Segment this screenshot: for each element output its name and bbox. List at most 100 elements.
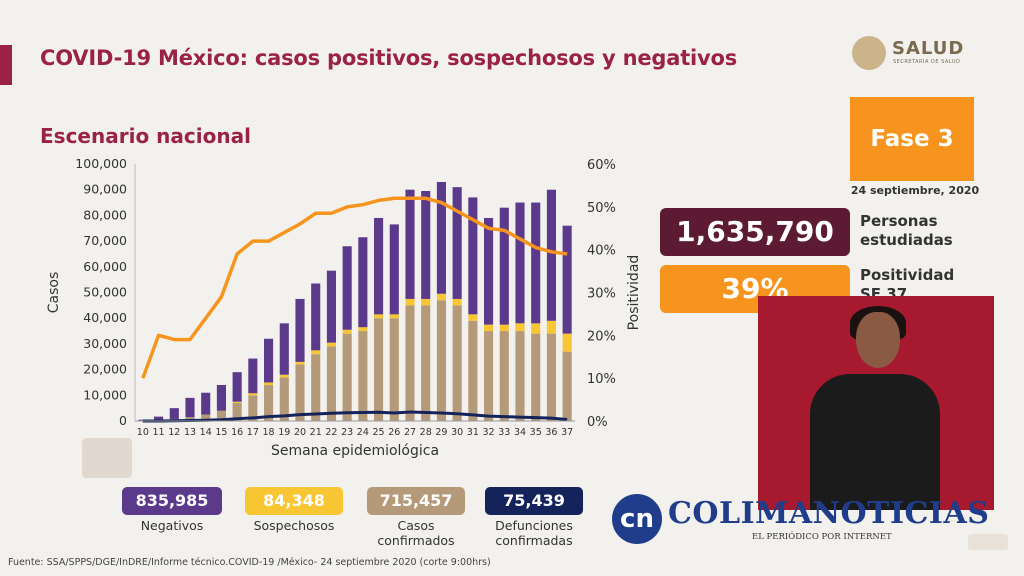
- personas-label-line1: Personas: [860, 212, 938, 230]
- bar-negativos: [169, 408, 179, 419]
- x-tick-label: 21: [310, 427, 322, 438]
- bar-sospechosos: [562, 333, 572, 352]
- x-axis-label: Semana epidemiológica: [271, 443, 439, 459]
- positividad-line: [141, 196, 568, 379]
- chart-subtitle: Escenario nacional: [40, 124, 251, 148]
- x-tick-label: 17: [247, 427, 259, 438]
- x-tick-label: 14: [200, 427, 212, 438]
- bar-negativos: [436, 181, 446, 294]
- bar-confirmados: [468, 320, 478, 421]
- bar-sospechosos: [421, 298, 431, 306]
- bar-sospechosos: [358, 327, 368, 332]
- watermark-logo-icon: cn: [612, 494, 662, 544]
- bar-negativos: [311, 283, 321, 351]
- bar-negativos: [405, 189, 415, 299]
- bar-negativos: [562, 225, 572, 334]
- cases-chart: 10 11 12 13 14 15 16 17 18 19 20 21 22 23 24 25 26 27 28 29…: [46, 156, 642, 459]
- bar-sospechosos: [436, 293, 446, 301]
- accent-bar: [0, 45, 12, 85]
- bar-negativos: [154, 416, 164, 420]
- y2-tick-label: 0%: [587, 415, 608, 430]
- bar-negativos: [452, 187, 462, 299]
- bar-negativos: [264, 338, 274, 383]
- bar-confirmados: [374, 318, 384, 421]
- x-tick-label: 29: [435, 427, 447, 438]
- personas-label-line2: estudiadas: [860, 231, 953, 249]
- colimanoticias-watermark: cn COLIMANOTICIAS EL PERIÓDICO POR INTER…: [612, 494, 989, 550]
- bar-sospechosos: [248, 393, 258, 396]
- x-tick-label: 36: [545, 427, 557, 438]
- bar-negativos: [279, 323, 289, 375]
- x-tick-label: 18: [263, 427, 275, 438]
- confirmados-label: Casos confirmados: [377, 518, 455, 548]
- bar-negativos: [374, 217, 384, 315]
- bar-sospechosos: [232, 401, 242, 404]
- x-tick-label: 13: [184, 427, 196, 438]
- bar-sospechosos: [452, 298, 462, 306]
- bar-sospechosos: [515, 323, 525, 332]
- bar-confirmados: [311, 354, 321, 421]
- bar-negativos: [201, 392, 211, 415]
- y2-tick-label: 30%: [587, 287, 616, 302]
- bar-sospechosos: [405, 298, 415, 306]
- x-tick-label: 27: [404, 427, 416, 438]
- report-date: 24 septiembre, 2020: [850, 184, 980, 197]
- bar-negativos: [248, 358, 258, 394]
- defunciones-line: [142, 410, 568, 423]
- y2-tick-label: 10%: [587, 372, 616, 387]
- bar-negativos: [531, 202, 541, 324]
- bar-negativos: [326, 270, 336, 343]
- seal-icon: [852, 36, 886, 70]
- logo-subtext: SECRETARÍA DE SALUD: [893, 59, 961, 65]
- personas-value: 1,635,790: [660, 208, 850, 256]
- y-tick-label: 70,000: [83, 233, 127, 248]
- x-tick-label: 12: [168, 427, 180, 438]
- x-tick-label: 16: [231, 427, 243, 438]
- bar-confirmados: [216, 410, 226, 421]
- x-tick-label: 19: [278, 427, 290, 438]
- y2-axis-label: Positividad: [626, 255, 642, 331]
- hospital-illustration: [82, 438, 132, 478]
- bar-sospechosos: [484, 324, 494, 332]
- logo-text: SALUD: [892, 38, 965, 59]
- x-tick-label: 30: [451, 427, 463, 438]
- x-tick-label: 20: [294, 427, 306, 438]
- bar-confirmados: [531, 333, 541, 421]
- sign-language-interpreter: [758, 296, 994, 510]
- x-tick-label: 15: [215, 427, 227, 438]
- defunciones-value: 75,439: [485, 487, 583, 515]
- bar-negativos: [216, 385, 226, 411]
- x-tick-label: 10: [137, 427, 149, 438]
- negativos-label: Negativos: [140, 518, 204, 533]
- y-tick-label: 90,000: [83, 182, 127, 197]
- bar-negativos: [295, 298, 305, 362]
- x-tick-label: 33: [498, 427, 510, 438]
- bar-negativos: [546, 189, 556, 321]
- bar-confirmados: [279, 377, 289, 421]
- x-tick-label: 25: [373, 427, 385, 438]
- salud-logo: SALUD SECRETARÍA DE SALUD: [852, 36, 982, 70]
- positividad-label: Positividad SE 37: [860, 266, 1000, 296]
- y2-tick-label: 50%: [587, 201, 616, 216]
- defunciones-label: Defunciones confirmadas: [495, 518, 573, 548]
- x-tick-label: 32: [483, 427, 495, 438]
- y2-tick-label: 20%: [587, 329, 616, 344]
- interpreter-head: [856, 312, 900, 368]
- y2-tick-label: 40%: [587, 244, 616, 259]
- phase-badge: Fase 3: [850, 97, 974, 181]
- positividad-value: 39%: [660, 265, 850, 313]
- bar-confirmados: [452, 305, 462, 421]
- sospechosos-label: Sospechosos: [253, 518, 335, 533]
- bar-confirmados: [515, 331, 525, 421]
- bar-sospechosos: [499, 324, 509, 332]
- x-tick-label: 37: [561, 427, 573, 438]
- x-tick-label: 28: [420, 427, 432, 438]
- bar-confirmados: [342, 333, 352, 421]
- bar-confirmados: [484, 331, 494, 421]
- interpreter-body: [810, 374, 940, 510]
- bar-negativos: [389, 224, 399, 315]
- negativos-value: 835,985: [122, 487, 222, 515]
- y-tick-label: 100,000: [75, 156, 127, 171]
- bar-sospechosos: [279, 374, 289, 378]
- positividad-label-line2: SE 37: [860, 285, 908, 296]
